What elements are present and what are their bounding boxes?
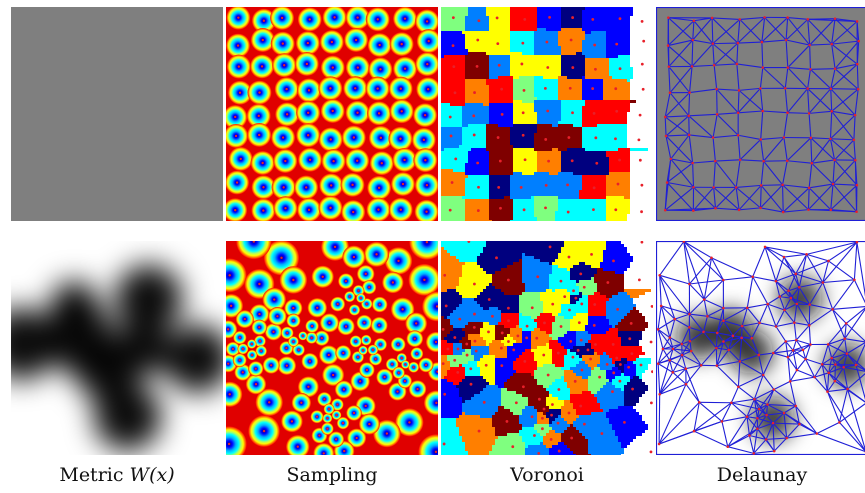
sampling-uniform-panel xyxy=(226,7,438,221)
sampling-adaptive-panel xyxy=(226,241,438,455)
caption-sampling: Sampling xyxy=(286,464,378,486)
delaunay-uniform-panel xyxy=(656,7,865,221)
caption-metric: Metric W(x) xyxy=(11,464,223,486)
metric-adaptive-panel xyxy=(11,241,223,455)
metric-uniform-panel xyxy=(11,7,223,221)
caption-metric-prefix: Metric xyxy=(59,464,130,486)
voronoi-adaptive-panel xyxy=(441,241,653,455)
caption-voronoi: Voronoi xyxy=(510,464,584,486)
delaunay-adaptive-panel xyxy=(656,241,865,455)
caption-metric-symbol: W(x) xyxy=(129,464,175,486)
caption-delaunay: Delaunay xyxy=(716,464,808,486)
voronoi-uniform-panel xyxy=(441,7,648,221)
